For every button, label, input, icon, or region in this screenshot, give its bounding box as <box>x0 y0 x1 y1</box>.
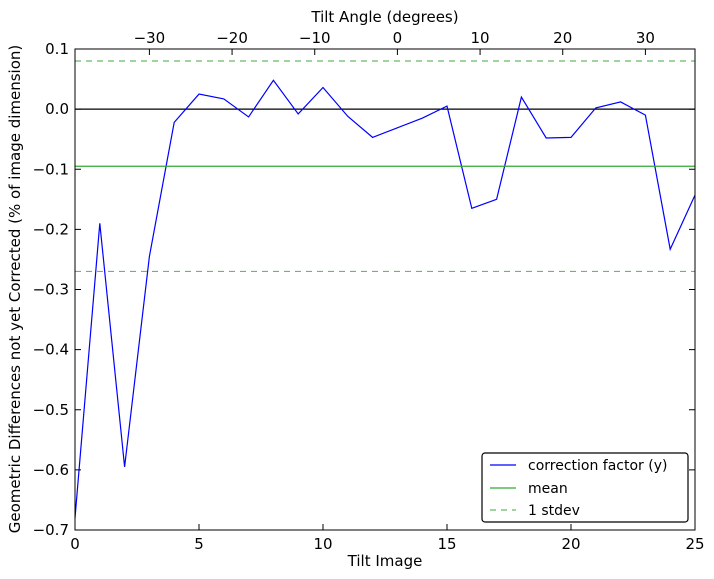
y-axis-title: Geometric Differences not yet Corrected … <box>6 45 24 534</box>
y-tick-label: −0.6 <box>33 461 69 479</box>
top-tick-label: 20 <box>553 29 572 47</box>
x-axis-title: Tilt Image <box>347 552 423 570</box>
x-tick-label: 10 <box>313 535 332 553</box>
legend: correction factor (y) mean 1 stdev <box>481 452 689 523</box>
legend-label-correction: correction factor (y) <box>528 458 667 474</box>
y-tick-label: −0.3 <box>33 281 69 299</box>
legend-label-mean: mean <box>528 481 568 497</box>
x-tick-label: 5 <box>194 535 204 553</box>
y-tick-label: 0.0 <box>45 100 69 118</box>
y-tick-label: −0.2 <box>33 220 69 238</box>
top-tick-label: 10 <box>471 29 490 47</box>
y-tick-label: −0.7 <box>33 521 69 539</box>
top-tick-label: 30 <box>636 29 655 47</box>
y-tick-label: −0.4 <box>33 341 69 359</box>
top-tick-label: −10 <box>299 29 331 47</box>
x-tick-label: 15 <box>437 535 456 553</box>
x-tick-label: 20 <box>561 535 580 553</box>
top-tick-label: −20 <box>216 29 248 47</box>
y-tick-label: 0.1 <box>45 40 69 58</box>
y-tick-label: −0.5 <box>33 401 69 419</box>
legend-box <box>481 452 689 523</box>
top-tick-label: 0 <box>393 29 403 47</box>
top-tick-label: −30 <box>134 29 166 47</box>
x-tick-label: 0 <box>70 535 80 553</box>
y-tick-label: −0.1 <box>33 160 69 178</box>
top-axis-title: Tilt Angle (degrees) <box>310 8 458 26</box>
series-layer <box>74 60 696 519</box>
x-tick-label: 25 <box>685 535 704 553</box>
series-line-0 <box>74 79 696 519</box>
plot-background <box>75 49 695 530</box>
ticks-layer: 0 5 10 15 20 25 −0.7 −0.6 −0.5 −0.4 −0.3 −0.2 −0.1 0.… <box>33 29 705 553</box>
legend-label-stdev: 1 stdev <box>528 503 580 519</box>
